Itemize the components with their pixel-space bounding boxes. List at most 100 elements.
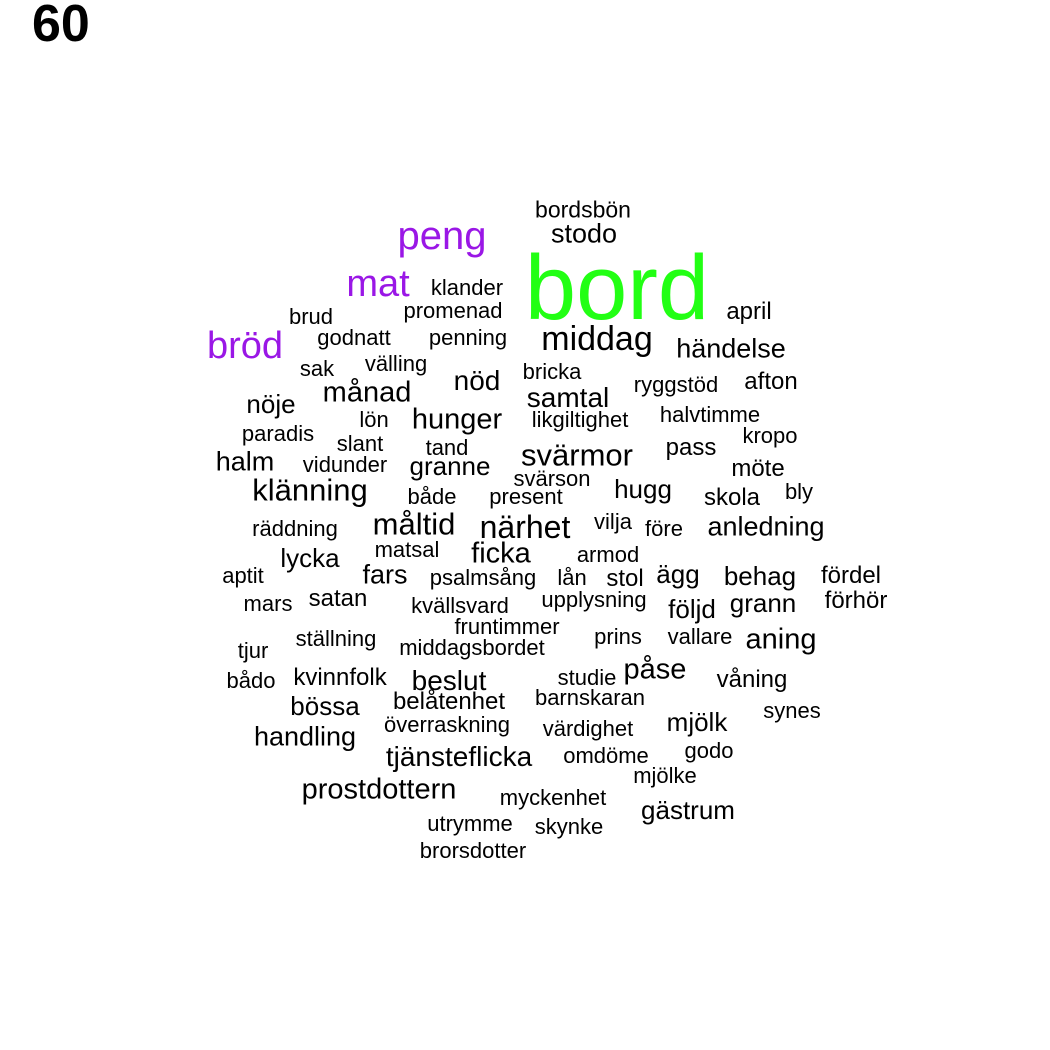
word-middag: middag xyxy=(541,320,653,358)
word-tjansteflicka: tjänsteflicka xyxy=(385,741,533,772)
word-prins: prins xyxy=(594,624,642,649)
word-promenad: promenad xyxy=(403,298,503,323)
word-ficka: ficka xyxy=(471,537,531,570)
word-manad: månad xyxy=(322,376,412,409)
word-lan: lån xyxy=(557,565,587,590)
word-peng: peng xyxy=(397,214,487,258)
word-mars: mars xyxy=(243,591,293,616)
word-satan: satan xyxy=(308,585,368,612)
word-forhor: förhör xyxy=(824,587,888,614)
word-myckenhet: myckenhet xyxy=(499,785,607,810)
word-afton: afton xyxy=(744,368,798,395)
word-bly: bly xyxy=(784,479,814,504)
page-number: 60 xyxy=(32,0,90,53)
word-gastrum: gästrum xyxy=(641,795,735,825)
word-tand: tand xyxy=(425,435,469,460)
word-prostdottern: prostdottern xyxy=(301,773,457,806)
word-skynke: skynke xyxy=(534,814,604,839)
word-handling: handling xyxy=(253,721,357,752)
word-fore: före xyxy=(645,516,683,541)
word-fordel: fördel xyxy=(820,562,882,589)
word-vilja: vilja xyxy=(594,509,632,534)
word-svarson: svärson xyxy=(513,466,591,491)
word-vardighet: värdighet xyxy=(542,716,634,741)
word-granne: granne xyxy=(409,451,491,481)
word-bord: bord xyxy=(524,237,710,339)
word-raddning: räddning xyxy=(252,516,338,541)
word-likgiltighet: likgiltighet xyxy=(531,407,629,432)
word-synes: synes xyxy=(763,698,821,723)
word-samtal: samtal xyxy=(526,382,610,413)
word-barnskaran: barnskaran xyxy=(534,685,646,710)
word-paradis: paradis xyxy=(241,421,315,446)
word-bado: bådo xyxy=(226,668,276,693)
word-vallare: vallare xyxy=(667,624,733,649)
word-brod: bröd xyxy=(206,325,284,367)
word-svarmor: svärmor xyxy=(521,437,633,473)
word-aning: aning xyxy=(745,623,817,656)
word-overraskning: överraskning xyxy=(384,712,510,737)
word-kvinnfolk: kvinnfolk xyxy=(293,664,387,691)
word-bossa: bössa xyxy=(290,691,360,721)
word-fars: fars xyxy=(362,559,408,590)
word-pass: pass xyxy=(665,434,717,461)
word-lon: lön xyxy=(359,407,389,432)
word-matsal: matsal xyxy=(374,537,440,562)
word-stol: stol xyxy=(606,565,644,592)
word-valling: välling xyxy=(364,351,428,376)
word-studie: studie xyxy=(557,665,617,690)
word-slant: slant xyxy=(336,431,384,456)
word-halvtimme: halvtimme xyxy=(659,402,761,427)
word-godnatt: godnatt xyxy=(317,325,391,350)
word-pase: påse xyxy=(623,653,687,686)
word-skola: skola xyxy=(703,484,761,511)
word-halm: halm xyxy=(215,446,275,477)
word-beslut: beslut xyxy=(411,665,487,696)
word-narhet: närhet xyxy=(479,509,571,545)
word-omdome: omdöme xyxy=(563,743,649,768)
word-noje: nöje xyxy=(246,389,296,419)
word-sak: sak xyxy=(299,356,335,381)
word-upplysning: upplysning xyxy=(541,587,647,612)
word-psalmsang: psalmsång xyxy=(429,565,537,590)
word-brorsdotter: brorsdotter xyxy=(419,838,527,863)
word-agg: ägg xyxy=(656,559,700,589)
word-grann: grann xyxy=(729,588,797,618)
word-mat: mat xyxy=(346,263,410,305)
word-utrymme: utrymme xyxy=(427,811,513,836)
word-behag: behag xyxy=(723,561,797,591)
word-kvallsvard: kvällsvard xyxy=(411,593,509,618)
word-kropo: kropo xyxy=(742,423,798,448)
word-godo: godo xyxy=(684,738,734,763)
word-bade: både xyxy=(407,484,457,509)
word-stallning: ställning xyxy=(295,626,377,651)
word-armod: armod xyxy=(576,542,640,567)
word-penning: penning xyxy=(428,325,508,350)
word-nod: nöd xyxy=(453,365,501,396)
word-middagsbordet: middagsbordet xyxy=(399,635,545,660)
word-present: present xyxy=(489,484,563,509)
word-fruntimmer: fruntimmer xyxy=(454,614,560,639)
word-maltid: måltid xyxy=(372,506,456,542)
word-bricka: bricka xyxy=(522,359,582,384)
word-klander: klander xyxy=(430,275,504,300)
word-ryggstod: ryggstöd xyxy=(633,372,719,397)
word-mjolk: mjölk xyxy=(666,707,728,737)
word-mjolke: mjölke xyxy=(633,763,697,788)
word-belatenhet: belåtenhet xyxy=(392,688,506,715)
word-hunger: hunger xyxy=(411,403,503,436)
word-brud: brud xyxy=(288,304,334,329)
word-lycka: lycka xyxy=(280,543,340,573)
word-bordsbon: bordsbön xyxy=(535,196,631,223)
word-april: april xyxy=(726,298,772,325)
word-foljd: följd xyxy=(668,594,716,624)
word-handelse: händelse xyxy=(676,333,786,364)
word-mote: möte xyxy=(731,455,785,482)
word-aptit: aptit xyxy=(222,563,264,588)
word-vaning: våning xyxy=(716,666,788,693)
word-anledning: anledning xyxy=(707,511,825,542)
word-stodo: stodo xyxy=(550,218,618,249)
word-tjur: tjur xyxy=(237,638,269,663)
